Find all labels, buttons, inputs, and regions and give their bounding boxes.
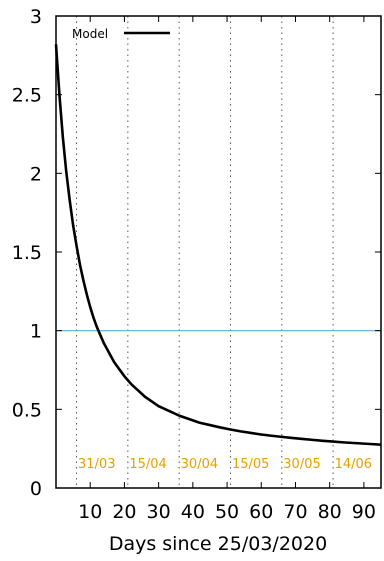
y-tick-label: 2.5 <box>12 85 42 107</box>
x-tick-label: 30 <box>147 501 171 523</box>
series-layer <box>54 44 382 447</box>
x-tick-label: 90 <box>352 501 376 523</box>
y-tick-label: 2 <box>30 163 42 185</box>
date-label: 15/04 <box>129 457 166 472</box>
x-tick-label: 40 <box>181 501 205 523</box>
date-label: 30/05 <box>283 457 320 472</box>
y-tick-label: 3 <box>30 6 42 28</box>
date-label: 31/03 <box>78 457 115 472</box>
series-line-model <box>54 44 382 447</box>
plot-frame <box>55 15 382 489</box>
x-tick-label: 70 <box>283 501 307 523</box>
date-label: 15/05 <box>232 457 269 472</box>
x-tick-label: 60 <box>249 501 273 523</box>
x-tick-label: 50 <box>215 501 239 523</box>
axis-ticks: 0 0.5 1 1.5 2 2.5 3 10 20 30 40 50 60 70 80 90 <box>12 6 381 523</box>
x-tick-label: 80 <box>318 501 342 523</box>
date-gridlines <box>76 16 334 488</box>
date-labels: 31/03 15/04 30/04 15/05 30/05 14/06 <box>78 457 372 472</box>
y-tick-label: 1.5 <box>12 242 42 264</box>
x-axis-title: Days since 25/03/2020 <box>109 533 327 555</box>
x-tick-label: 20 <box>112 501 136 523</box>
x-tick-label: 10 <box>78 501 102 523</box>
legend: Model <box>72 27 170 41</box>
date-label: 14/06 <box>335 457 372 472</box>
y-tick-label: 0 <box>30 478 42 500</box>
date-label: 30/04 <box>181 457 218 472</box>
legend-label-model: Model <box>72 27 108 41</box>
y-tick-label: 0.5 <box>12 399 42 421</box>
y-tick-label: 1 <box>30 321 42 343</box>
